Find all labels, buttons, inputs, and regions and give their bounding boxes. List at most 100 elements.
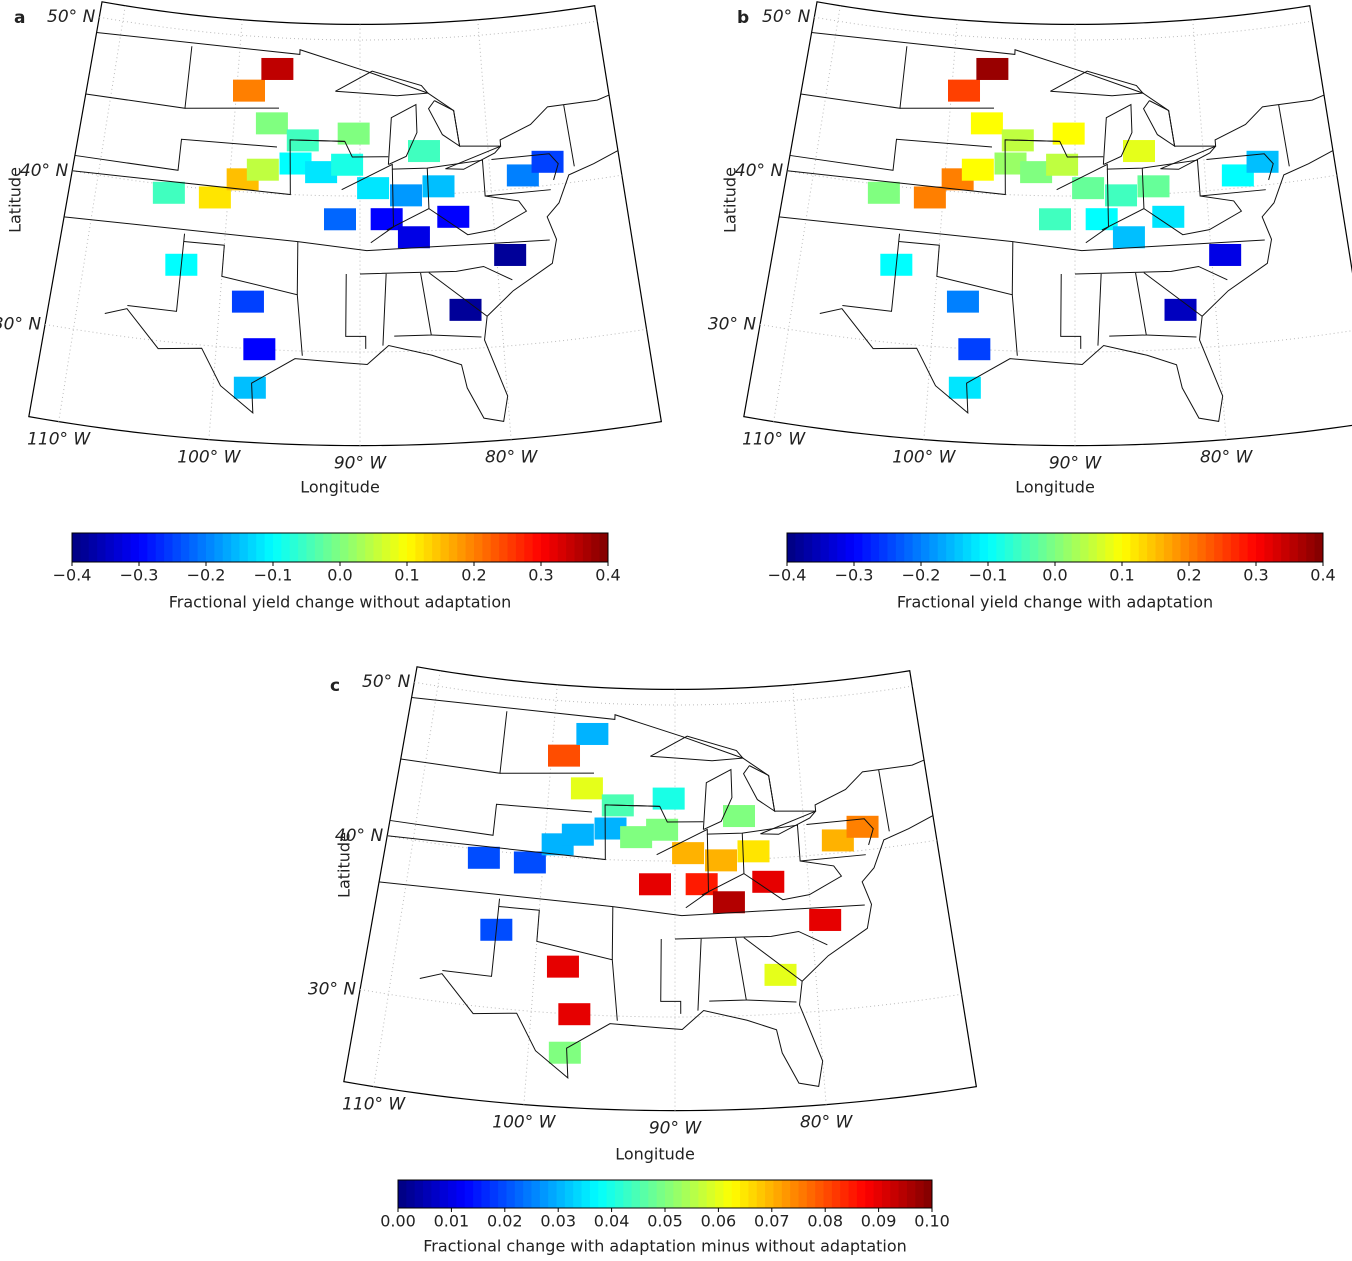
colorbar-step bbox=[1038, 533, 1047, 562]
colorbar-step bbox=[558, 533, 567, 562]
county-cell bbox=[247, 159, 279, 181]
graticule-line bbox=[59, 6, 126, 422]
colorbar-step bbox=[498, 1180, 507, 1208]
colorbar-step bbox=[740, 1180, 749, 1208]
boundary bbox=[394, 273, 431, 336]
colorbar-step bbox=[924, 1180, 933, 1208]
colorbar-step bbox=[524, 533, 533, 562]
boundary bbox=[801, 46, 907, 108]
colorbar-tick-label: −0.1 bbox=[254, 566, 293, 585]
colorbar-step bbox=[865, 1180, 874, 1208]
county-cell bbox=[562, 824, 594, 846]
boundary bbox=[401, 711, 507, 773]
colorbar-step bbox=[265, 533, 274, 562]
county-cell bbox=[1123, 140, 1155, 162]
colorbar-step bbox=[533, 533, 542, 562]
longitude-tick-label: 90° W bbox=[1049, 454, 1103, 474]
colorbar-step bbox=[491, 533, 500, 562]
boundary bbox=[564, 105, 575, 167]
county-cell bbox=[547, 956, 579, 978]
latitude-tick-label: 50° N bbox=[762, 7, 811, 27]
colorbar-step bbox=[971, 533, 980, 562]
colorbar-step bbox=[583, 533, 592, 562]
colorbar-step bbox=[89, 533, 98, 562]
boundary bbox=[1050, 71, 1143, 96]
x-axis-label: Longitude bbox=[615, 1145, 695, 1164]
county-cell bbox=[1072, 177, 1104, 199]
colorbar-tick-label: −0.4 bbox=[768, 566, 807, 585]
boundary bbox=[1109, 273, 1146, 336]
colorbar-step bbox=[1315, 533, 1324, 562]
colorbar-step bbox=[473, 1180, 482, 1208]
colorbar-step bbox=[590, 1180, 599, 1208]
colorbar-step bbox=[1030, 533, 1039, 562]
colorbar-step bbox=[582, 1180, 591, 1208]
graticule-line bbox=[774, 6, 841, 422]
colorbar-step bbox=[298, 533, 307, 562]
colorbar-step bbox=[407, 533, 416, 562]
boundary bbox=[429, 101, 460, 146]
colorbar-step bbox=[1055, 533, 1064, 562]
boundary bbox=[744, 766, 775, 811]
colorbar-tick-label: −0.3 bbox=[120, 566, 159, 585]
colorbar-step bbox=[181, 533, 190, 562]
colorbar-step bbox=[846, 533, 855, 562]
colorbar-step bbox=[173, 533, 182, 562]
colorbar-step bbox=[1164, 533, 1173, 562]
colorbar-step bbox=[1072, 533, 1081, 562]
colorbar-step bbox=[448, 1180, 457, 1208]
colorbar-step bbox=[732, 1180, 741, 1208]
colorbar-step bbox=[996, 533, 1005, 562]
colorbar-step bbox=[640, 1180, 649, 1208]
colorbar-step bbox=[290, 533, 299, 562]
colorbar-step bbox=[821, 533, 830, 562]
colorbar-step bbox=[147, 533, 156, 562]
latitude-tick-label: 40° N bbox=[20, 161, 69, 181]
colorbar-step bbox=[374, 533, 383, 562]
county-cell bbox=[949, 377, 981, 399]
colorbar-step bbox=[131, 533, 140, 562]
county-cell bbox=[914, 186, 946, 208]
boundary bbox=[879, 770, 890, 832]
county-cell bbox=[1105, 184, 1137, 206]
colorbar-step bbox=[1281, 533, 1290, 562]
y-axis-label: Latitude bbox=[335, 832, 354, 898]
colorbar-step bbox=[164, 533, 173, 562]
colorbar-step bbox=[515, 1180, 524, 1208]
graticule-line bbox=[374, 671, 441, 1087]
colorbar-step bbox=[632, 1180, 641, 1208]
boundary bbox=[779, 217, 1265, 251]
colorbar-step bbox=[573, 1180, 582, 1208]
county-cell bbox=[514, 851, 546, 873]
colorbar-step bbox=[963, 533, 972, 562]
colorbar-step bbox=[223, 533, 232, 562]
colorbar-tick-label: 0.10 bbox=[914, 1212, 950, 1231]
colorbar-step bbox=[423, 1180, 432, 1208]
colorbar-step bbox=[715, 1180, 724, 1208]
colorbar-step bbox=[1239, 533, 1248, 562]
colorbar-step bbox=[882, 1180, 891, 1208]
colorbar-step bbox=[575, 533, 584, 562]
county-cell bbox=[962, 159, 994, 181]
colorbar-tick-label: 0.09 bbox=[861, 1212, 897, 1231]
boundary bbox=[383, 274, 386, 346]
colorbar-step bbox=[1306, 533, 1315, 562]
colorbar-step bbox=[673, 1180, 682, 1208]
colorbar-step bbox=[465, 1180, 474, 1208]
county-cell bbox=[868, 182, 900, 204]
colorbar-step bbox=[1223, 533, 1232, 562]
boundary bbox=[1160, 146, 1215, 169]
colorbar-tick-label: 0.0 bbox=[1042, 566, 1067, 585]
colorbar-step bbox=[106, 533, 115, 562]
latitude-tick-label: 40° N bbox=[735, 161, 784, 181]
colorbar-step bbox=[456, 1180, 465, 1208]
colorbar-step bbox=[481, 1180, 490, 1208]
county-cell bbox=[199, 186, 231, 208]
colorbar-tick-label: 0.3 bbox=[1243, 566, 1268, 585]
colorbar-step bbox=[332, 533, 341, 562]
colorbar-tick-label: 0.00 bbox=[380, 1212, 416, 1231]
colorbar-step bbox=[139, 533, 148, 562]
colorbar-step bbox=[281, 533, 290, 562]
colorbar-step bbox=[929, 533, 938, 562]
